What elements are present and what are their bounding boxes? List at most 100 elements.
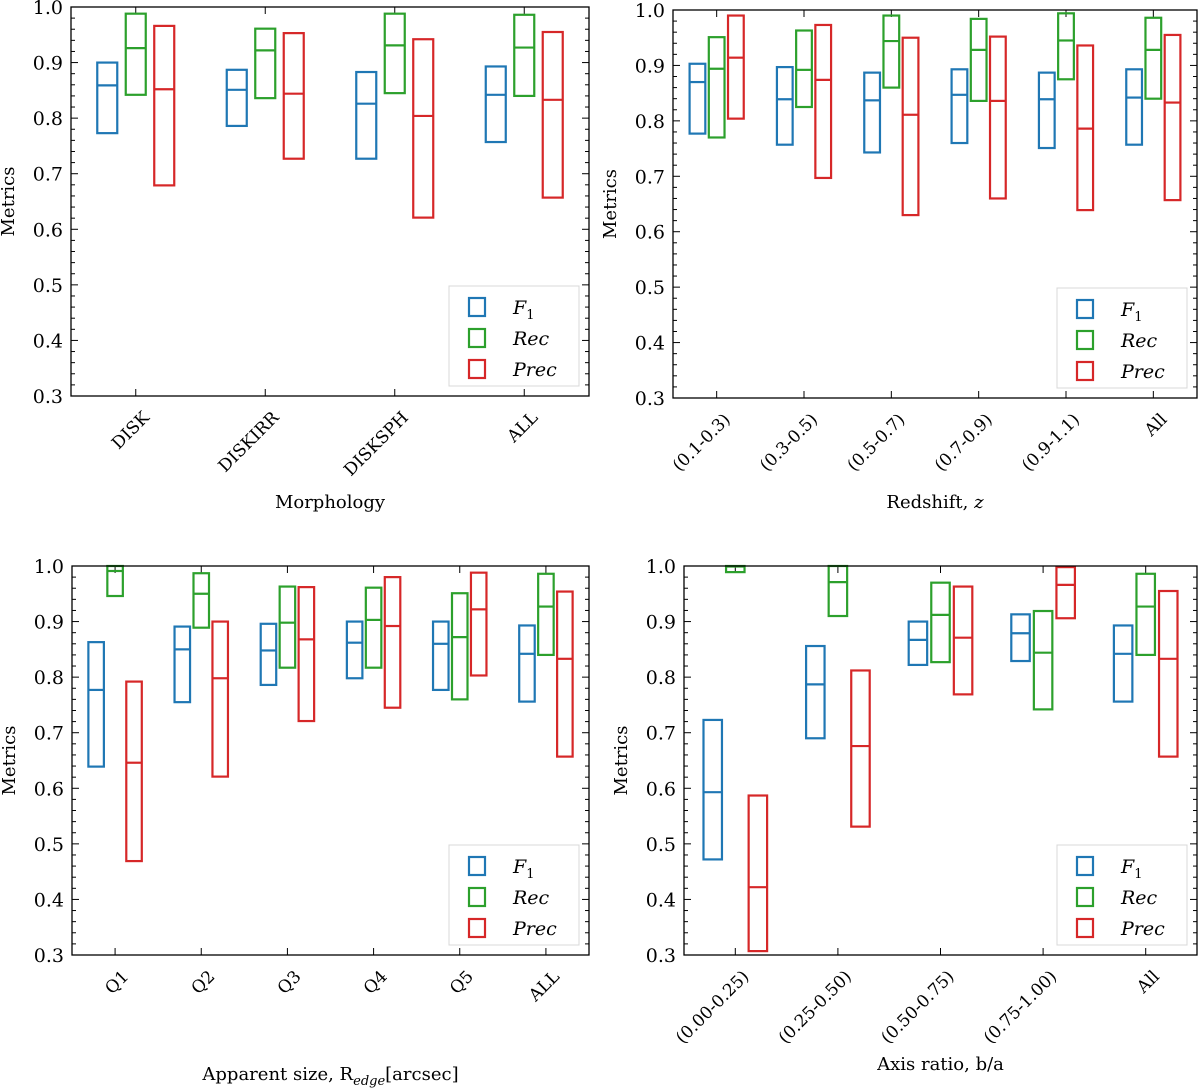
y-tick-label: 0.6 (34, 778, 64, 800)
x-category-label: ALL (503, 408, 542, 447)
box-range-f1 (431, 620, 450, 692)
x-category-label: Q4 (360, 967, 392, 999)
box-range-rec (1144, 16, 1163, 100)
box-prec (988, 35, 1007, 200)
box-range-rec (969, 17, 988, 103)
x-category-label: (0.1-0.3) (669, 410, 735, 476)
box-range-prec (901, 36, 920, 217)
box-f1 (775, 65, 794, 146)
box-rec (254, 27, 277, 100)
x-category-label: (0.3-0.5) (756, 410, 822, 476)
box-f1 (87, 641, 105, 768)
box-f1 (96, 61, 119, 135)
box-range-prec (282, 32, 305, 160)
y-tick-label: 1.0 (34, 556, 64, 578)
box-range-f1 (1112, 624, 1134, 703)
box-prec (1157, 589, 1179, 758)
legend-swatch-f1 (1075, 855, 1095, 877)
box-f1 (688, 62, 707, 135)
y-tick-label: 0.4 (635, 333, 665, 355)
legend-swatch-rec (467, 327, 487, 349)
y-tick-label: 0.7 (635, 166, 665, 188)
axes-frame (71, 565, 590, 956)
box-rec (707, 36, 726, 139)
legend-box (1056, 287, 1188, 389)
box-prec (282, 32, 305, 160)
y-tick-label: 0.5 (646, 834, 676, 856)
box-f1 (1010, 613, 1031, 663)
x-category-label: (0.00-0.25) (672, 967, 753, 1048)
box-range-rec (124, 12, 147, 96)
box-rec (1144, 16, 1163, 100)
box-f1 (259, 622, 278, 687)
box-prec (412, 38, 435, 219)
y-axis-title: Metrics (600, 169, 621, 239)
box-range-f1 (775, 65, 794, 146)
x-category-label: DISKSPH (340, 408, 413, 481)
y-tick-label: 0.8 (635, 111, 665, 133)
box-f1 (431, 620, 450, 692)
box-range-rec (254, 27, 277, 100)
y-tick-label: 0.6 (33, 219, 63, 241)
box-prec (211, 620, 230, 778)
legend: F1 Rec Prec (448, 285, 580, 387)
box-prec (125, 680, 143, 863)
y-tick-label: 0.4 (34, 889, 64, 911)
box-f1 (1037, 71, 1056, 150)
legend-swatch-prec (1075, 917, 1095, 939)
box-rec (1032, 609, 1054, 711)
box-range-rec (930, 581, 951, 664)
x-category-label: DISKIRR (215, 407, 284, 476)
box-f1 (225, 68, 248, 128)
box-range-f1 (518, 624, 536, 703)
legend-swatch-rec (467, 886, 487, 908)
box-rec (383, 12, 406, 95)
box-range-f1 (1010, 613, 1031, 663)
box-range-prec (412, 38, 435, 219)
box-range-f1 (484, 65, 507, 144)
box-range-prec (726, 14, 745, 120)
box-range-prec (556, 590, 574, 758)
legend-label-f1: F1 (1120, 299, 1142, 325)
box-range-f1 (259, 622, 278, 687)
y-tick-label: 0.9 (646, 612, 676, 634)
y-axis-title: Metrics (0, 167, 19, 237)
box-prec (1163, 33, 1182, 202)
legend-label-prec: Prec (512, 359, 557, 381)
y-tick-label: 0.5 (635, 277, 665, 299)
y-tick-label: 0.7 (33, 164, 63, 186)
box-range-rec (1135, 572, 1157, 657)
legend-label-rec: Rec (512, 887, 550, 909)
x-category-label: (0.25-0.50) (775, 967, 856, 1048)
y-tick-label: 0.5 (34, 834, 64, 856)
box-prec (469, 571, 488, 677)
box-prec (747, 794, 769, 953)
box-range-rec (707, 36, 726, 139)
box-prec (850, 669, 871, 828)
box-range-f1 (702, 718, 724, 861)
box-prec (153, 24, 176, 187)
box-range-prec (469, 571, 488, 677)
y-tick-label: 0.7 (34, 723, 64, 745)
legend-swatch-f1 (467, 296, 487, 318)
x-axis-title: Morphology (275, 492, 386, 513)
box-range-f1 (907, 620, 929, 667)
axes-frame (683, 565, 1198, 956)
box-rec (930, 581, 951, 664)
box-range-f1 (173, 625, 192, 704)
box-range-rec (537, 572, 555, 657)
y-tick-label: 0.6 (646, 778, 676, 800)
box-f1 (1125, 68, 1144, 146)
legend-swatch-prec (467, 358, 487, 380)
box-rec (537, 572, 555, 657)
x-category-label: All (1132, 967, 1163, 998)
box-range-f1 (863, 71, 882, 154)
box-rec (278, 585, 297, 669)
legend-label-f1: F1 (512, 297, 534, 323)
y-tick-label: 0.9 (34, 612, 64, 634)
box-range-f1 (1125, 68, 1144, 146)
box-range-f1 (950, 68, 969, 145)
legend-box (1056, 844, 1188, 946)
box-rec (124, 12, 147, 96)
